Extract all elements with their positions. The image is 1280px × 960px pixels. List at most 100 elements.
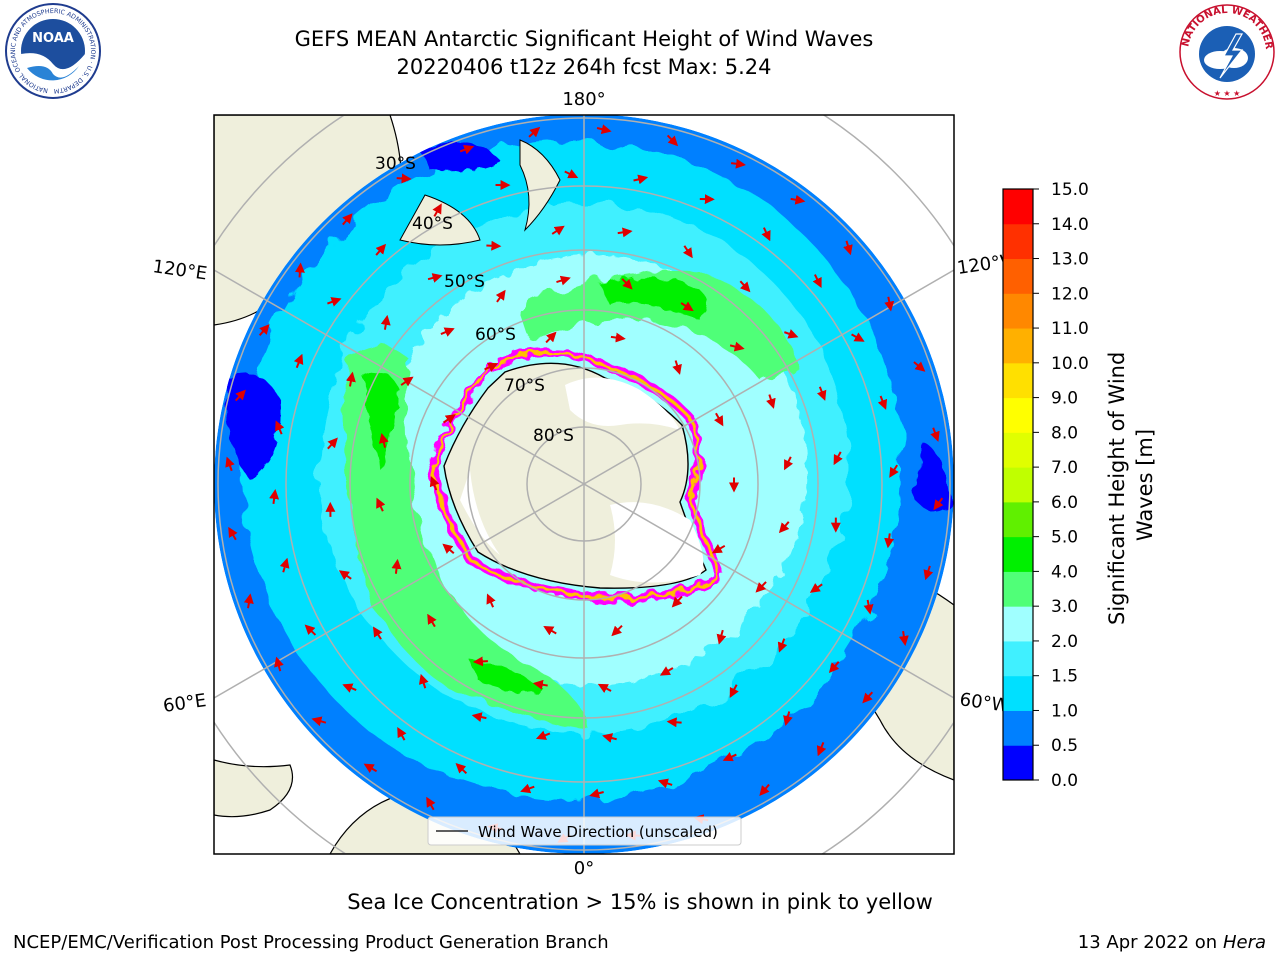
wave-direction-arrow — [429, 476, 440, 491]
wave-direction-arrow — [617, 227, 633, 238]
lat-label-30s: 30°S — [375, 154, 416, 174]
wave-direction-arrow — [304, 624, 317, 636]
wave-direction-arrow — [809, 583, 823, 593]
wave-direction-arrow — [716, 629, 727, 645]
wave-direction-arrow — [293, 353, 304, 369]
footer-host: Hera — [1222, 932, 1266, 953]
colorbar-tick-label: 2.0 — [1051, 632, 1078, 652]
legend-label: Wind Wave Direction (unscaled) — [478, 823, 718, 841]
wave-direction-arrow — [930, 427, 940, 442]
colorbar-label-line2: Waves [m] — [1133, 429, 1157, 541]
lon-label-180: 180° — [562, 89, 605, 110]
wave-direction-arrow — [755, 581, 767, 593]
sea-ice-caption: Sea Ice Concentration > 15% is shown in … — [347, 890, 933, 914]
wave-direction-arrow — [234, 389, 246, 402]
lon-label-120e: 120°E — [151, 256, 208, 284]
wave-direction-arrow — [714, 412, 724, 427]
wave-direction-arrow — [495, 289, 506, 303]
wave-direction-arrow — [863, 599, 874, 615]
noaa-logo: NATIONAL OCEANIC AND ATMOSPHERIC ADMINIS… — [2, 2, 101, 99]
wave-direction-arrow — [851, 332, 865, 342]
colorbar-segment — [1003, 397, 1033, 433]
colorbar-tick-label: 4.0 — [1051, 562, 1078, 582]
wave-direction-arrow — [484, 362, 499, 372]
lat-label-60s: 60°S — [475, 325, 516, 345]
wave-direction-arrow — [877, 395, 888, 410]
wave-direction-arrow — [812, 274, 822, 289]
wave-direction-arrow — [327, 297, 342, 307]
wave-direction-arrow — [520, 783, 535, 794]
wave-direction-arrow — [611, 624, 623, 637]
wave-direction-arrow — [376, 497, 386, 512]
wave-direction-arrow — [759, 783, 770, 796]
colorbar-segment — [1003, 432, 1033, 468]
wave-direction-arrow — [442, 414, 456, 424]
wave-direction-arrow — [379, 433, 389, 448]
nws-logo: NATIONAL WEATHER SERVICE ★ ★ ★ — [1176, 2, 1275, 100]
wave-direction-arrow — [243, 593, 254, 609]
wave-direction-arrow — [535, 730, 551, 740]
wave-direction-arrow — [711, 544, 726, 554]
colorbar-segment — [1003, 293, 1033, 329]
wave-direction-arrow — [345, 371, 356, 387]
colorbar-tick-label: 8.0 — [1051, 423, 1078, 443]
wave-direction-arrow — [380, 314, 391, 330]
lat-labels: 30°S 40°S 50°S 60°S 70°S 80°S — [375, 154, 574, 446]
wave-direction-arrow — [659, 666, 674, 676]
wave-direction-arrow — [311, 716, 327, 727]
wave-direction-arrow — [666, 134, 679, 147]
wave-direction-arrow — [279, 557, 290, 573]
wave-direction-arrow — [610, 332, 626, 343]
footer-date: 13 Apr 2022 on Hera — [1078, 932, 1266, 953]
lat-label-40s: 40°S — [412, 214, 453, 234]
wave-direction-arrow — [596, 124, 612, 135]
wave-direction-arrow — [551, 225, 565, 236]
wave-direction-arrow — [784, 456, 794, 471]
wave-direction-arrow — [564, 169, 579, 179]
wave-direction-arrow — [472, 656, 488, 667]
lat-label-80s: 80°S — [533, 426, 574, 446]
wave-direction-arrow — [274, 656, 284, 672]
colorbar-segment — [1003, 571, 1033, 607]
wave-direction-arrow — [391, 558, 402, 574]
wave-direction-arrow — [766, 394, 776, 409]
wave-direction-arrow — [666, 717, 682, 728]
wave-direction-arrow — [294, 262, 305, 278]
wave-direction-arrow — [455, 762, 468, 775]
wave-direction-arrow — [913, 361, 926, 372]
wave-direction-arrow — [633, 174, 649, 185]
wave-direction-arrow — [672, 360, 682, 375]
colorbar-segment — [1003, 328, 1033, 364]
wave-direction-arrow — [602, 733, 617, 743]
wave-direction-arrow — [363, 763, 378, 774]
wave-direction-arrow — [816, 741, 827, 757]
wave-direction-arrow — [898, 630, 909, 646]
colorbar-tick-label: 13.0 — [1051, 250, 1089, 270]
colorbar-segment — [1003, 362, 1033, 399]
wave-direction-arrow — [783, 711, 793, 727]
colorbar-tick-label: 0.5 — [1051, 736, 1078, 756]
wave-direction-arrow — [338, 570, 352, 581]
wave-direction-arrow — [228, 526, 238, 541]
footer-date-text: 13 Apr 2022 on — [1077, 932, 1223, 953]
wave-direction-arrow — [471, 712, 487, 723]
wave-direction-arrow — [862, 691, 874, 704]
wave-direction-arrow — [486, 593, 496, 608]
wave-direction-arrow — [621, 278, 633, 290]
wave-direction-arrow — [556, 275, 571, 286]
wave-direction-arrow — [486, 240, 502, 251]
colorbar-label: Significant Height of Wind Waves [m] — [1105, 345, 1157, 625]
wave-direction-arrow — [729, 341, 745, 352]
wave-direction-arrow — [933, 497, 944, 511]
wave-direction-arrow — [722, 752, 737, 762]
colorbar-segment — [1003, 710, 1033, 746]
colorbar-tick-label: 10.0 — [1051, 354, 1089, 374]
colorbar-tick-label: 9.0 — [1051, 389, 1078, 409]
wave-direction-arrow — [816, 386, 827, 401]
wave-direction-arrow — [597, 683, 612, 694]
colorbar-segment — [1003, 745, 1033, 781]
wave-direction-arrow — [778, 521, 790, 534]
colorbar-tick-label: 12.0 — [1051, 284, 1089, 304]
colorbar-segment — [1003, 189, 1033, 225]
